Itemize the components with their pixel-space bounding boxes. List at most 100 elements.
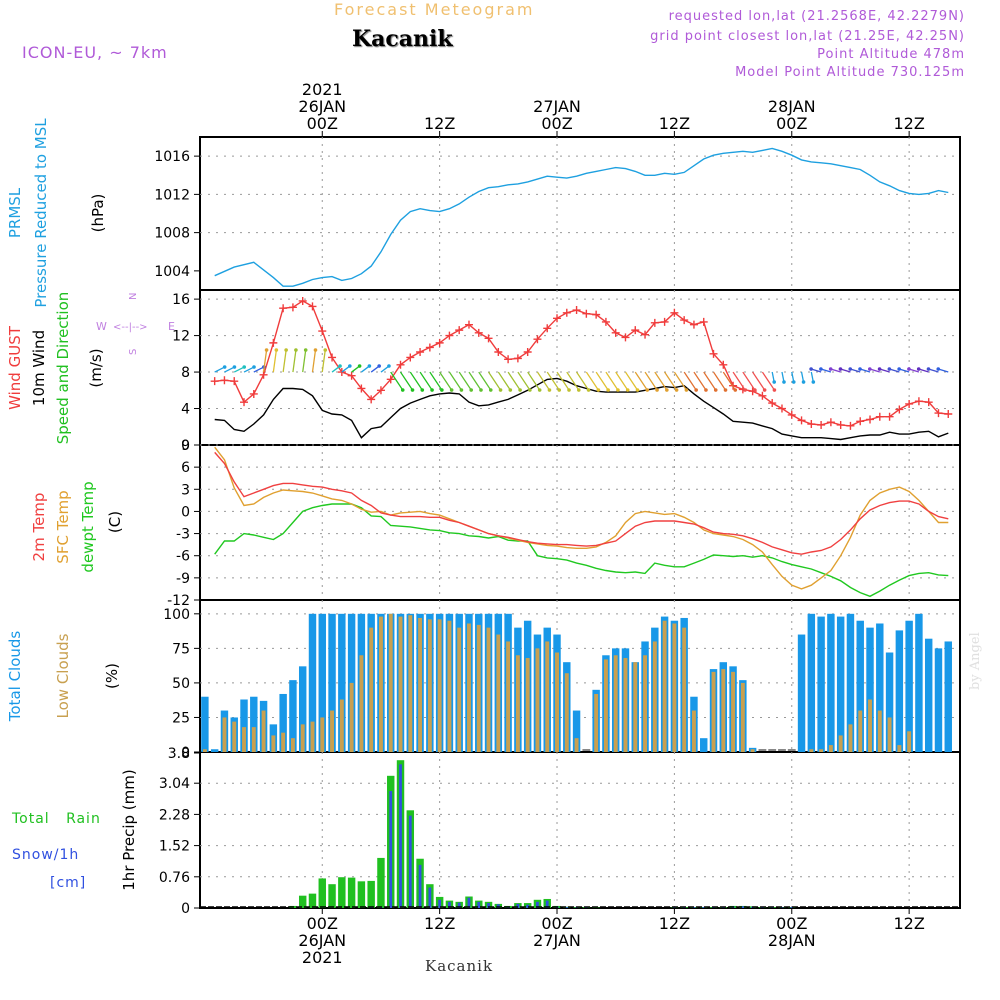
- wind-arrow-head: [936, 367, 941, 371]
- low-cloud-bar: [809, 749, 814, 752]
- gust-marker: [298, 296, 307, 305]
- low-cloud-bar: [740, 682, 745, 752]
- gust-marker: [592, 310, 601, 319]
- y-tick-label: 3.8: [168, 746, 190, 762]
- y-tick-label: 50: [172, 676, 190, 692]
- wind-direction-arrow: [722, 371, 736, 391]
- wind-direction-arrow: [576, 371, 590, 391]
- wind-direction-arrow: [585, 371, 599, 391]
- wind-direction-arrow: [390, 371, 404, 391]
- total-cloud-bar: [308, 613, 317, 752]
- wind-direction-arrow: [478, 371, 492, 391]
- wind-arrow-head: [762, 388, 767, 392]
- total-cloud-bar: [338, 613, 346, 752]
- gust-marker: [504, 355, 513, 364]
- precip-unit: 1hr Precip (mm): [120, 769, 138, 890]
- pressure-unit: (hPa): [89, 194, 107, 233]
- wind-arrow-head: [723, 388, 728, 392]
- wind-arrow-head: [348, 364, 352, 368]
- wind-direction-arrow: [409, 371, 423, 391]
- x-tick-label-top: 12Z: [659, 114, 690, 133]
- wind-arrow-head: [274, 348, 279, 352]
- gust-marker: [425, 343, 434, 352]
- total-cloud-bar: [856, 620, 864, 752]
- wind-arrow-head: [674, 388, 679, 392]
- total-cloud-bar: [807, 613, 816, 752]
- location-title: Kacanik: [352, 26, 453, 52]
- wind-unit: (m/s): [87, 348, 105, 387]
- wind-arrow-head: [819, 367, 823, 371]
- gust-line: [214, 300, 949, 427]
- low-cloud-bar: [202, 749, 207, 752]
- low-cloud-bar: [271, 735, 276, 752]
- point-altitude: Point Altitude 478m: [817, 47, 965, 62]
- wind-arrow-head: [916, 367, 921, 371]
- gust-marker: [826, 418, 835, 427]
- low-cloud-bar: [496, 634, 501, 752]
- total-cloud-bar: [846, 613, 855, 752]
- gust-marker: [944, 410, 953, 418]
- wind-arrow-head: [926, 367, 931, 371]
- gust-marker: [357, 384, 366, 393]
- wind-arrow-head: [303, 348, 308, 352]
- wind-direction-arrow: [214, 366, 225, 373]
- wind-direction-arrow: [752, 371, 766, 391]
- wind-arrow-head: [576, 388, 581, 392]
- y-tick-label: 6: [181, 460, 190, 476]
- wind-arrow-head: [313, 348, 318, 352]
- wind-arrow-head: [294, 348, 298, 352]
- low-cloud-bar: [721, 669, 726, 752]
- gust-marker: [787, 410, 796, 419]
- wind-arrow-head: [897, 367, 901, 371]
- gust-marker: [513, 354, 522, 363]
- gust-marker: [416, 348, 425, 356]
- total-clouds-label: Total Clouds: [6, 631, 24, 723]
- panel-frame: [199, 289, 961, 446]
- low-cloud-bar: [457, 627, 462, 752]
- wind-direction-arrow: [262, 349, 268, 373]
- model-point-altitude: Model Point Altitude 730.125m: [735, 65, 965, 80]
- x-tick-label-top: 2021: [302, 80, 343, 99]
- gust-marker: [396, 360, 405, 369]
- gust-marker: [318, 327, 327, 336]
- x-tick-label-top: 27JAN: [533, 97, 581, 116]
- total-cloud-bar: [944, 641, 952, 752]
- y-tick-label: -6: [176, 549, 190, 565]
- pressure-line: [214, 147, 949, 287]
- low-cloud-bar: [251, 727, 256, 752]
- wind-arrow-head: [459, 388, 464, 392]
- wind-arrow-head: [222, 365, 227, 369]
- wind-arrow-head: [616, 388, 620, 392]
- wind-arrow-head: [498, 388, 503, 392]
- wind-arrow-head: [469, 388, 474, 392]
- y-tick-label: 8: [181, 365, 190, 381]
- low-cloud-bar: [388, 613, 393, 752]
- total-cloud-bar: [240, 699, 248, 752]
- wind-arrow-head: [488, 388, 493, 392]
- snow-bar: [516, 903, 520, 908]
- legend-snow-unit: [cm]: [50, 875, 87, 891]
- gust-marker: [601, 317, 610, 326]
- wind-arrow-head: [713, 388, 718, 392]
- gust-marker: [386, 375, 395, 384]
- x-tick-label-bottom: 12Z: [659, 914, 690, 933]
- wind-direction-arrow: [448, 371, 462, 391]
- wind-arrow-head: [772, 380, 777, 384]
- wind-arrow-head: [838, 367, 843, 371]
- low-cloud-bar: [662, 620, 667, 752]
- wind-direction-arrow: [546, 371, 560, 391]
- wind-arrow-head: [828, 367, 833, 371]
- gust-marker: [259, 370, 268, 379]
- requested-coords: requested lon,lat (21.2568E, 42.2279N): [668, 9, 965, 24]
- wind-arrow-head: [801, 380, 806, 384]
- gust-marker: [210, 377, 219, 386]
- gust-marker: [680, 316, 689, 325]
- snow-bar: [408, 815, 412, 908]
- gust-marker: [435, 338, 444, 347]
- wind-arrow-head: [858, 367, 862, 371]
- snow-bar: [741, 906, 745, 908]
- wind-arrow-head: [586, 388, 591, 392]
- gust-marker: [817, 420, 826, 429]
- y-tick-label: 9: [181, 438, 190, 454]
